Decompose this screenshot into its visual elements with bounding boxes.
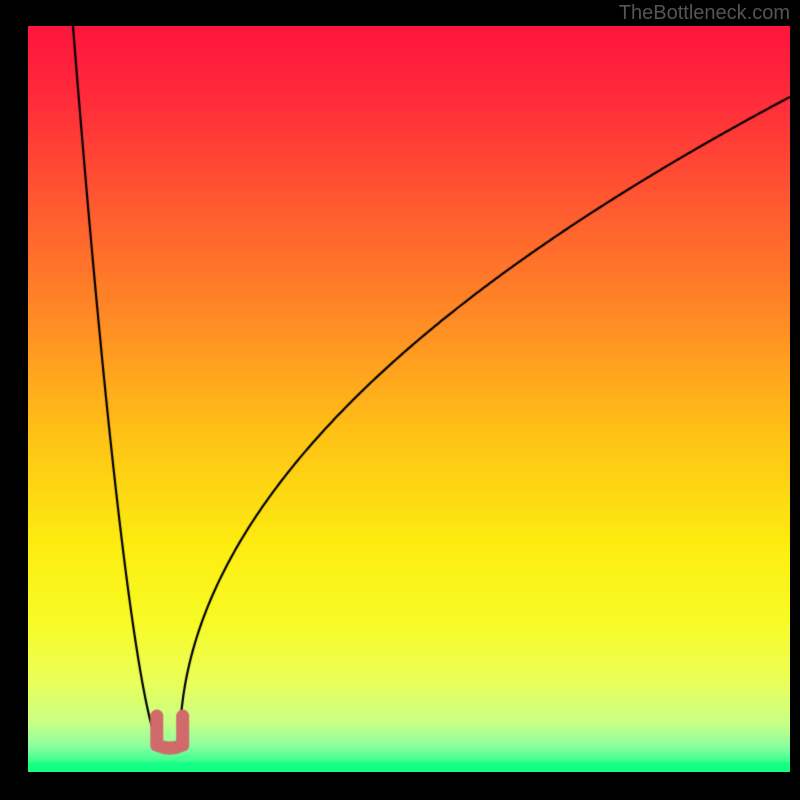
chart-container: TheBottleneck.com <box>0 0 800 800</box>
chart-plot-canvas <box>28 26 790 772</box>
watermark-text: TheBottleneck.com <box>619 2 790 25</box>
